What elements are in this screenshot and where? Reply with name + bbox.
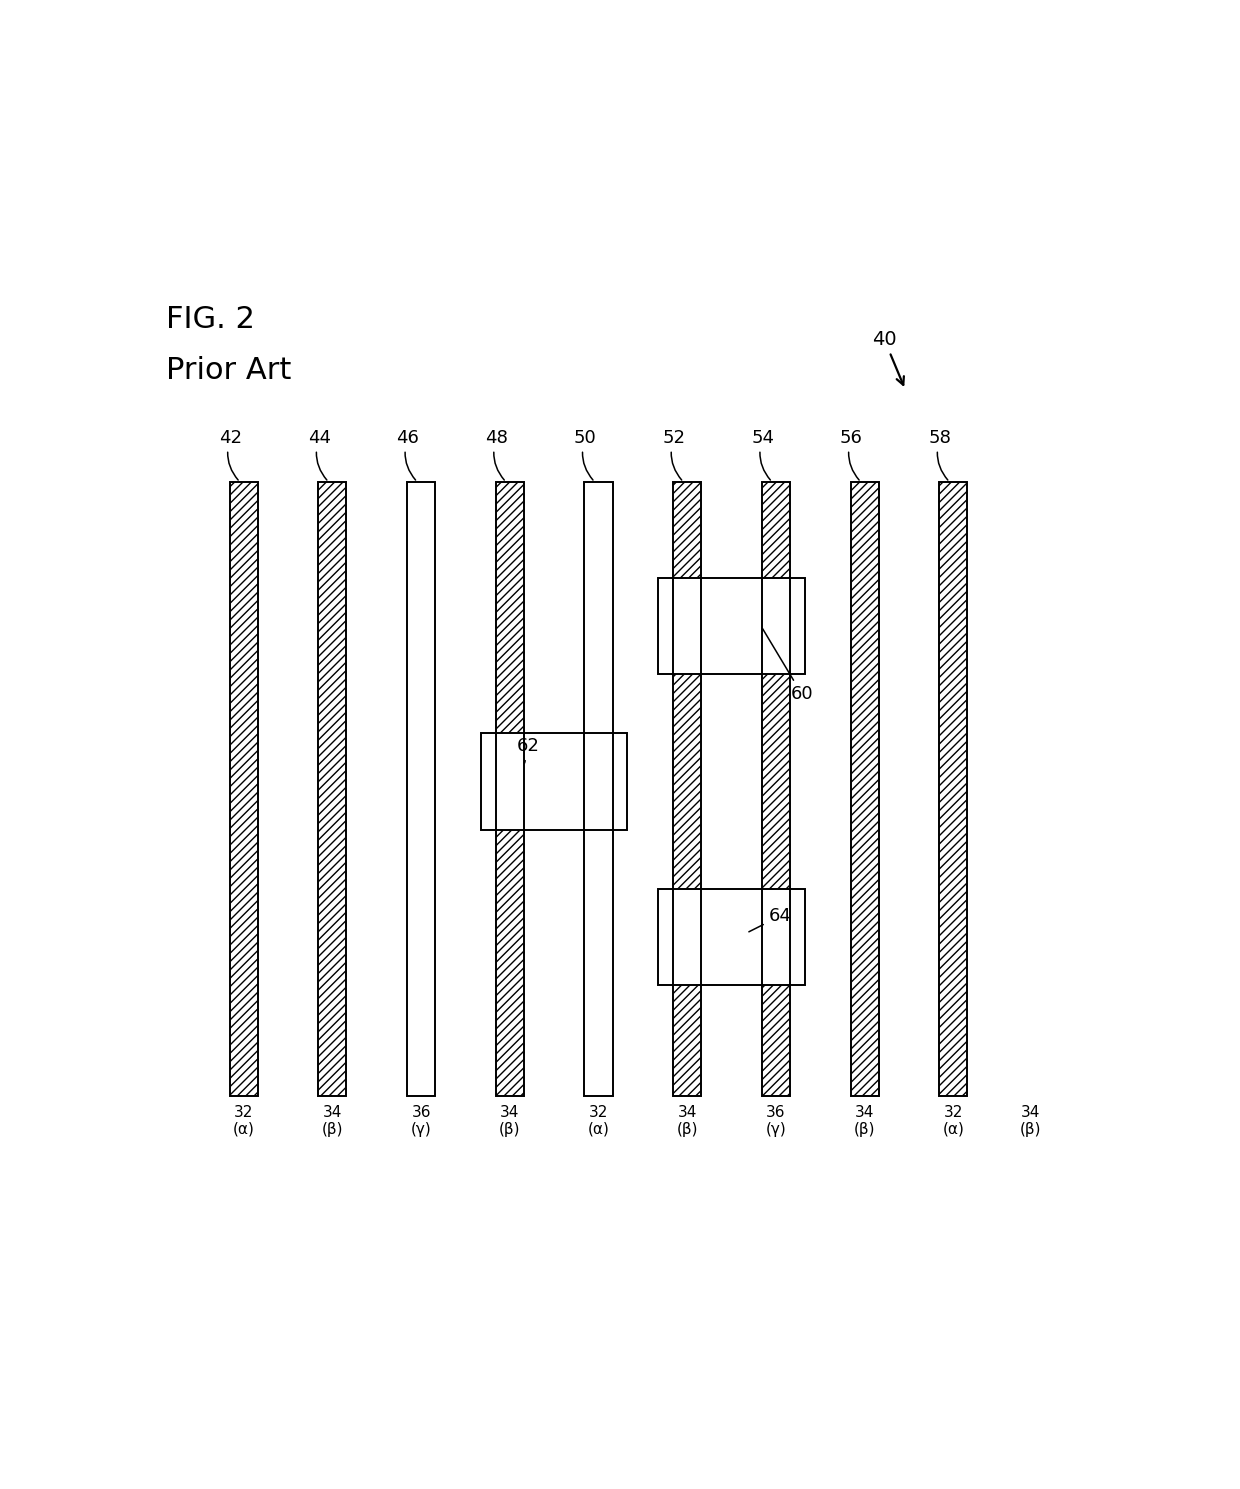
- Bar: [658, 889, 805, 984]
- Text: 44: 44: [308, 429, 331, 479]
- Bar: [658, 578, 805, 675]
- Text: 46: 46: [397, 429, 419, 479]
- Text: 32
(α): 32 (α): [942, 1105, 965, 1138]
- Bar: [940, 482, 967, 1096]
- Text: Prior Art: Prior Art: [166, 356, 291, 386]
- Bar: [761, 889, 790, 984]
- Bar: [761, 482, 790, 1096]
- Text: 64: 64: [749, 907, 791, 932]
- Text: 36
(γ): 36 (γ): [765, 1105, 786, 1138]
- Text: 34
(β): 34 (β): [677, 1105, 698, 1138]
- Text: 50: 50: [574, 429, 596, 479]
- Bar: [673, 578, 702, 675]
- Bar: [407, 482, 435, 1096]
- Text: 34
(β): 34 (β): [498, 1105, 521, 1138]
- Text: 32
(α): 32 (α): [588, 1105, 610, 1138]
- Text: 58: 58: [929, 429, 951, 479]
- Text: 34
(β): 34 (β): [1021, 1105, 1042, 1138]
- Text: 52: 52: [662, 429, 686, 479]
- Bar: [851, 482, 879, 1096]
- Bar: [481, 734, 627, 829]
- Bar: [658, 889, 805, 984]
- Bar: [673, 482, 702, 1096]
- Text: 62: 62: [517, 737, 541, 762]
- Bar: [496, 482, 523, 1096]
- Text: 34
(β): 34 (β): [321, 1105, 343, 1138]
- Bar: [496, 734, 523, 829]
- Bar: [761, 578, 790, 675]
- Text: 32
(α): 32 (α): [233, 1105, 254, 1138]
- Bar: [319, 482, 346, 1096]
- Bar: [673, 889, 702, 984]
- Text: 54: 54: [751, 429, 774, 479]
- Text: FIG. 2: FIG. 2: [166, 305, 255, 334]
- Text: 48: 48: [485, 429, 508, 479]
- Bar: [481, 734, 627, 829]
- Text: 60: 60: [763, 628, 813, 703]
- Text: 56: 56: [839, 429, 863, 479]
- Text: 40: 40: [872, 331, 904, 384]
- Bar: [229, 482, 258, 1096]
- Text: 36
(γ): 36 (γ): [410, 1105, 432, 1138]
- Bar: [584, 482, 613, 1096]
- Text: 34
(β): 34 (β): [854, 1105, 875, 1138]
- Bar: [658, 578, 805, 675]
- Text: 42: 42: [219, 429, 242, 479]
